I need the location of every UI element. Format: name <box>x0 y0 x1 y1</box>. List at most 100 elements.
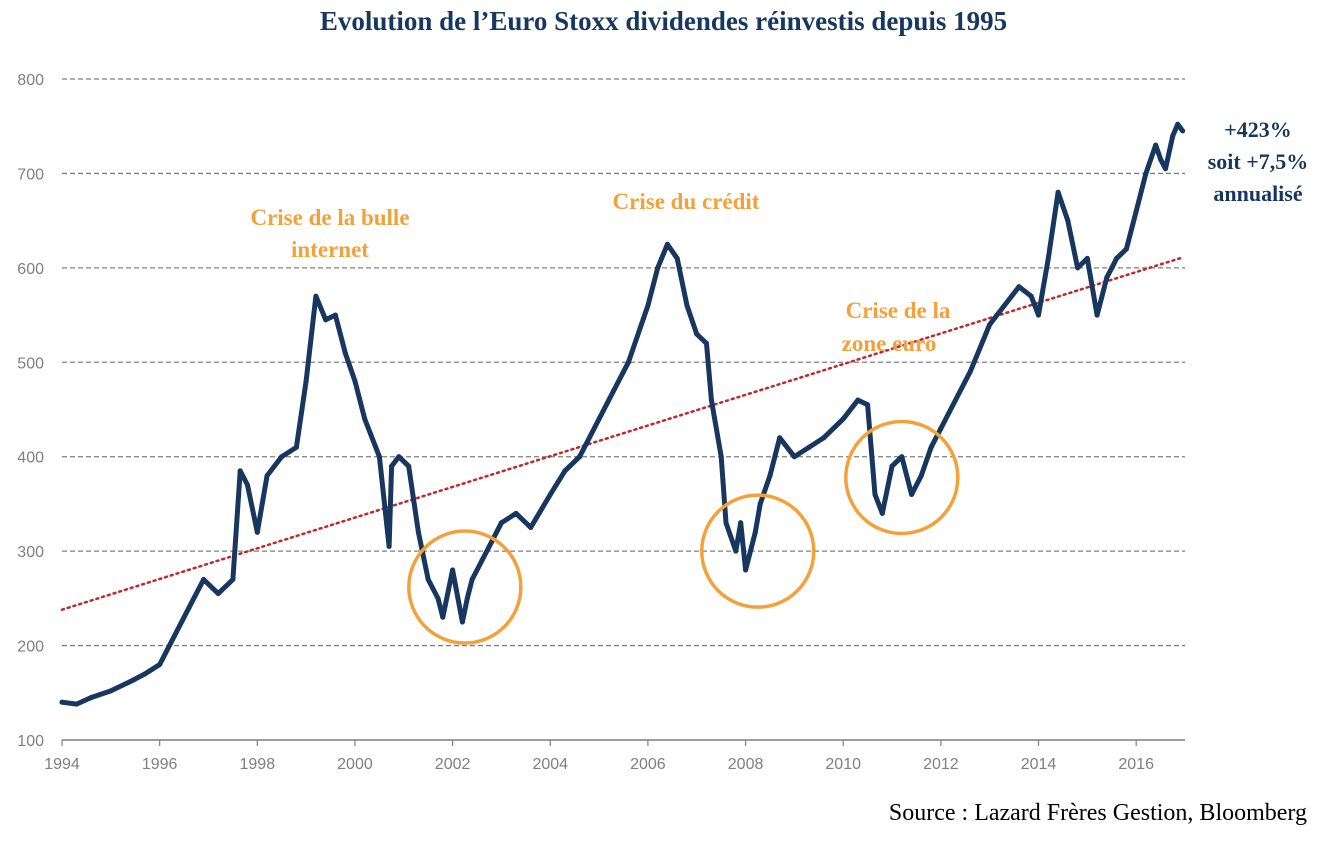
annotation-perf-line2: soit +7,5% <box>1208 149 1309 174</box>
data-point <box>237 468 243 474</box>
highlight-circle-1 <box>407 529 523 645</box>
data-point <box>142 671 148 677</box>
data-point <box>1094 312 1100 318</box>
data-point <box>157 662 163 667</box>
data-point <box>386 543 392 549</box>
data-point <box>967 369 973 375</box>
data-point <box>464 595 470 601</box>
data-point <box>547 492 553 497</box>
data-point <box>513 510 519 516</box>
annotation-layer: Crise de la bulle internet Crise du créd… <box>250 117 1308 356</box>
data-point <box>611 388 617 394</box>
data-point <box>1075 265 1081 271</box>
series-layer <box>59 121 1186 707</box>
trendline <box>60 256 1184 611</box>
annotation-perf-line3: annualisé <box>1213 181 1302 206</box>
data-point <box>1084 255 1090 261</box>
data-point <box>865 402 871 408</box>
data-point <box>1016 284 1022 290</box>
data-point <box>1133 208 1139 214</box>
grid-layer <box>62 78 1185 647</box>
data-point <box>718 454 724 460</box>
data-point <box>313 293 319 299</box>
highlight-circle-3 <box>844 419 960 536</box>
data-point <box>708 397 714 403</box>
data-point <box>342 350 348 356</box>
y-tick-label-300: 300 <box>17 544 44 561</box>
y-tick-label-800: 800 <box>17 72 44 89</box>
data-point <box>171 633 177 639</box>
data-point <box>1153 142 1159 148</box>
data-point <box>821 435 827 441</box>
data-point <box>674 255 680 261</box>
data-point <box>1163 166 1168 172</box>
x-tick-label-2016: 2016 <box>1118 756 1154 773</box>
data-point <box>1001 303 1007 309</box>
y-tick-label-200: 200 <box>17 639 44 656</box>
data-point <box>909 492 915 497</box>
data-point <box>738 520 744 526</box>
data-point <box>1104 274 1110 280</box>
data-point <box>562 468 568 474</box>
data-point <box>879 510 885 516</box>
data-point <box>1065 218 1071 224</box>
data-point <box>723 520 729 526</box>
source-note: Source : Lazard Frères Gestion, Bloomber… <box>888 800 1307 826</box>
chart-title: Evolution de l’Euro Stoxx dividendes réi… <box>319 6 1008 36</box>
data-point <box>230 577 236 582</box>
data-point <box>362 416 368 422</box>
data-point <box>625 359 631 365</box>
data-point <box>293 444 299 450</box>
data-point <box>406 463 412 469</box>
data-point <box>1158 156 1164 162</box>
highlight-circle-2 <box>700 493 816 609</box>
y-tick-label-500: 500 <box>17 355 44 372</box>
data-point <box>1180 128 1186 134</box>
data-point <box>201 577 207 582</box>
data-point <box>777 435 783 441</box>
data-point <box>1055 189 1061 195</box>
x-tick-label-2014: 2014 <box>1021 756 1057 773</box>
x-tick-label-2008: 2008 <box>728 756 764 773</box>
data-point <box>664 241 670 247</box>
data-point <box>1143 170 1149 176</box>
data-point <box>479 558 485 564</box>
data-point <box>215 591 221 597</box>
data-point <box>59 699 65 705</box>
data-point <box>684 303 690 309</box>
data-point <box>279 454 285 460</box>
axis-layer: 100 200 300 400 500 600 700 800 1994 1996 1998 2000… <box>17 72 1185 773</box>
x-tick-label-2000: 2000 <box>337 756 373 773</box>
data-point <box>396 454 402 460</box>
data-point <box>1170 133 1176 139</box>
data-point <box>752 529 758 535</box>
data-point <box>767 473 773 479</box>
annotation-credit: Crise du crédit <box>613 189 760 214</box>
y-tick-label-700: 700 <box>17 166 44 183</box>
data-point <box>127 679 133 684</box>
data-point <box>889 463 895 469</box>
data-point <box>1045 255 1051 261</box>
data-point <box>987 322 993 327</box>
annotation-perf-line1: +423% <box>1224 117 1292 142</box>
data-point <box>88 695 94 700</box>
data-point <box>425 577 431 582</box>
data-point <box>528 525 534 530</box>
data-point <box>577 454 583 460</box>
data-point <box>450 567 456 573</box>
data-point <box>596 416 602 422</box>
data-point <box>953 397 958 403</box>
trend-layer <box>60 256 1184 611</box>
data-point <box>245 482 250 488</box>
data-point <box>108 688 114 694</box>
data-point <box>352 378 358 384</box>
data-point <box>918 473 924 479</box>
data-point <box>1028 293 1034 299</box>
data-point <box>791 454 797 460</box>
x-tick-label-2002: 2002 <box>435 756 471 773</box>
data-point <box>498 520 504 526</box>
data-point <box>1109 265 1115 271</box>
data-point <box>855 397 861 403</box>
data-point <box>415 529 421 535</box>
